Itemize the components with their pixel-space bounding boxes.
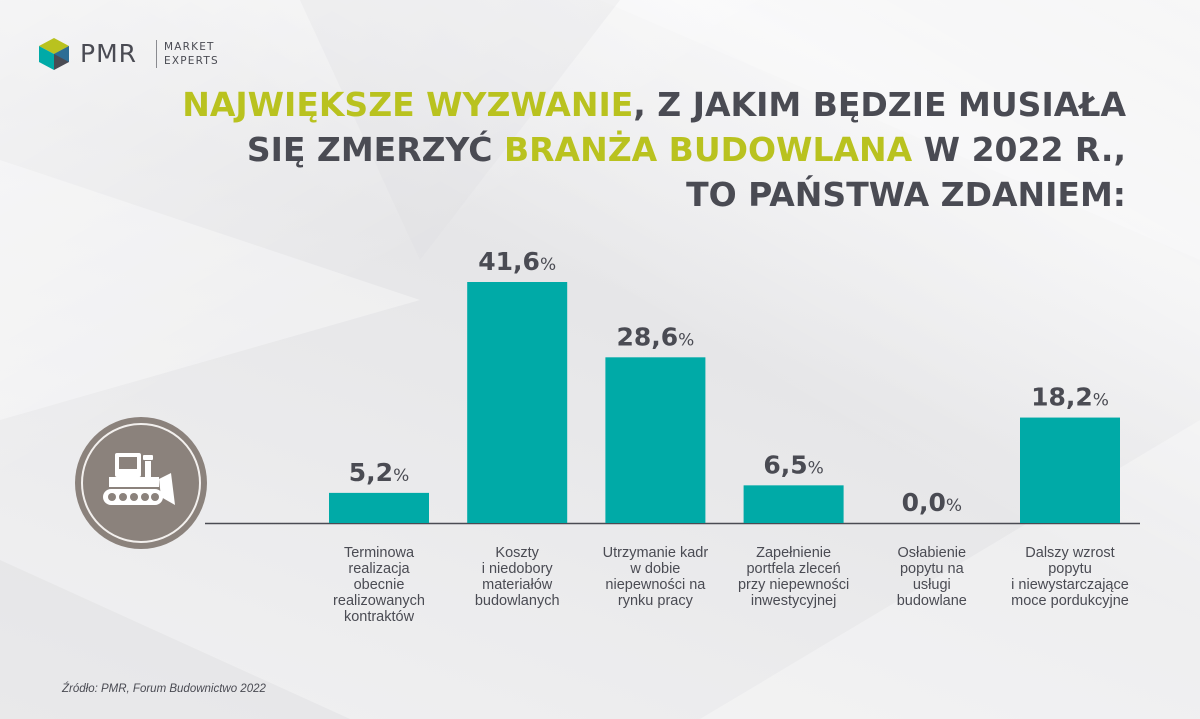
category-label-1: Koszty i niedobory materiałów budowlanych — [442, 545, 592, 609]
title-highlight-1: NAJWIĘKSZE WYZWANIE — [182, 85, 634, 124]
bar-1 — [467, 282, 568, 523]
brand-name: PMR — [80, 39, 138, 68]
category-label-0-line-3: realizowanych — [333, 593, 425, 609]
category-label-1-line-0: Koszty — [495, 545, 539, 561]
category-label-1-line-2: materiałów — [482, 577, 553, 593]
category-label-0-line-2: obecnie — [353, 577, 405, 593]
category-label-3-line-1: portfela zleceń — [746, 561, 841, 577]
bulldozer-badge-ring — [81, 423, 201, 543]
category-label-0-line-4: kontraktów — [343, 609, 415, 625]
title-line-2-rest: W 2022 R., — [912, 130, 1126, 169]
bar-2 — [605, 357, 706, 523]
bulldozer-badge — [75, 417, 207, 549]
title-line-1-rest: , Z JAKIM BĘDZIE MUSIAŁA — [633, 85, 1126, 124]
category-label-0-line-1: realizacja — [348, 561, 410, 577]
category-label-3-line-2: przy niepewności — [737, 577, 850, 593]
category-label-2-line-1: w dobie — [630, 561, 681, 577]
bar-5 — [1020, 417, 1120, 523]
category-label-4-line-2: usługi — [912, 577, 951, 593]
category-label-0: Terminowa realizacja obecnie realizowanych k… — [304, 545, 454, 625]
bar-0 — [329, 492, 429, 523]
title-line-2: SIĘ ZMERZYĆ BRANŻA BUDOWLANA W 2022 R., — [126, 127, 1126, 172]
bar-3 — [743, 485, 844, 523]
category-label-5: Dalszy wzrost popytu i niewystarczające moc… — [995, 545, 1145, 609]
pmr-logo-icon — [39, 38, 69, 70]
bulldozer-icon — [103, 453, 175, 505]
logo-divider — [156, 40, 157, 68]
category-label-2: Utrzymanie kadr w dobie niepewności na rynk… — [580, 545, 730, 609]
category-label-4-line-3: budowlane — [896, 593, 967, 609]
brand-tagline-line1: MARKET — [164, 41, 215, 53]
title-line-3: TO PAŃSTWA ZDANIEM: — [686, 175, 1126, 214]
source-note: Źródło: PMR, Forum Budownictwo 2022 — [62, 683, 266, 695]
value-label-1: 41,6% — [478, 247, 556, 276]
category-label-2-line-2: niepewności na — [605, 577, 706, 593]
pmr-logo: PMR MARKET EXPERTS — [36, 36, 236, 72]
category-label-4-line-0: Osłabienie — [897, 545, 967, 561]
brand-tagline-line2: EXPERTS — [164, 55, 219, 67]
value-label-0: 5,2% — [349, 458, 409, 487]
category-label-1-line-3: budowlanych — [474, 593, 560, 609]
category-label-4-line-1: popytu na — [899, 561, 964, 577]
category-label-5-line-2: i niewystarczające — [1011, 577, 1129, 593]
category-label-2-line-0: Utrzymanie kadr — [602, 545, 709, 561]
title-line-1: NAJWIĘKSZE WYZWANIE, Z JAKIM BĘDZIE MUSI… — [126, 82, 1126, 127]
title-highlight-2: BRANŻA BUDOWLANA — [503, 130, 913, 169]
category-label-3-line-3: inwestycyjnej — [750, 593, 837, 609]
category-label-4: Osłabienie popytu na usługi budowlane — [857, 545, 1007, 609]
page-title: NAJWIĘKSZE WYZWANIE, Z JAKIM BĘDZIE MUSI… — [126, 82, 1126, 217]
value-label-3: 6,5% — [763, 450, 823, 479]
category-label-3-line-0: Zapełnienie — [756, 545, 832, 561]
category-label-0-line-0: Terminowa — [343, 545, 415, 561]
category-label-5-line-3: moce pordukcyjne — [1011, 593, 1129, 609]
value-label-2: 28,6% — [616, 322, 694, 351]
category-label-3: Zapełnienie portfela zleceń przy niepewnoś… — [719, 545, 869, 609]
category-label-5-line-1: popytu — [1048, 561, 1092, 577]
category-label-2-line-3: rynku pracy — [617, 593, 693, 609]
category-label-5-line-0: Dalszy wzrost — [1025, 545, 1115, 561]
title-line-2-start: SIĘ ZMERZYĆ — [246, 130, 504, 169]
value-label-5: 18,2% — [1031, 383, 1109, 412]
category-label-1-line-1: i niedobory — [481, 561, 553, 577]
value-label-4: 0,0% — [902, 488, 962, 517]
